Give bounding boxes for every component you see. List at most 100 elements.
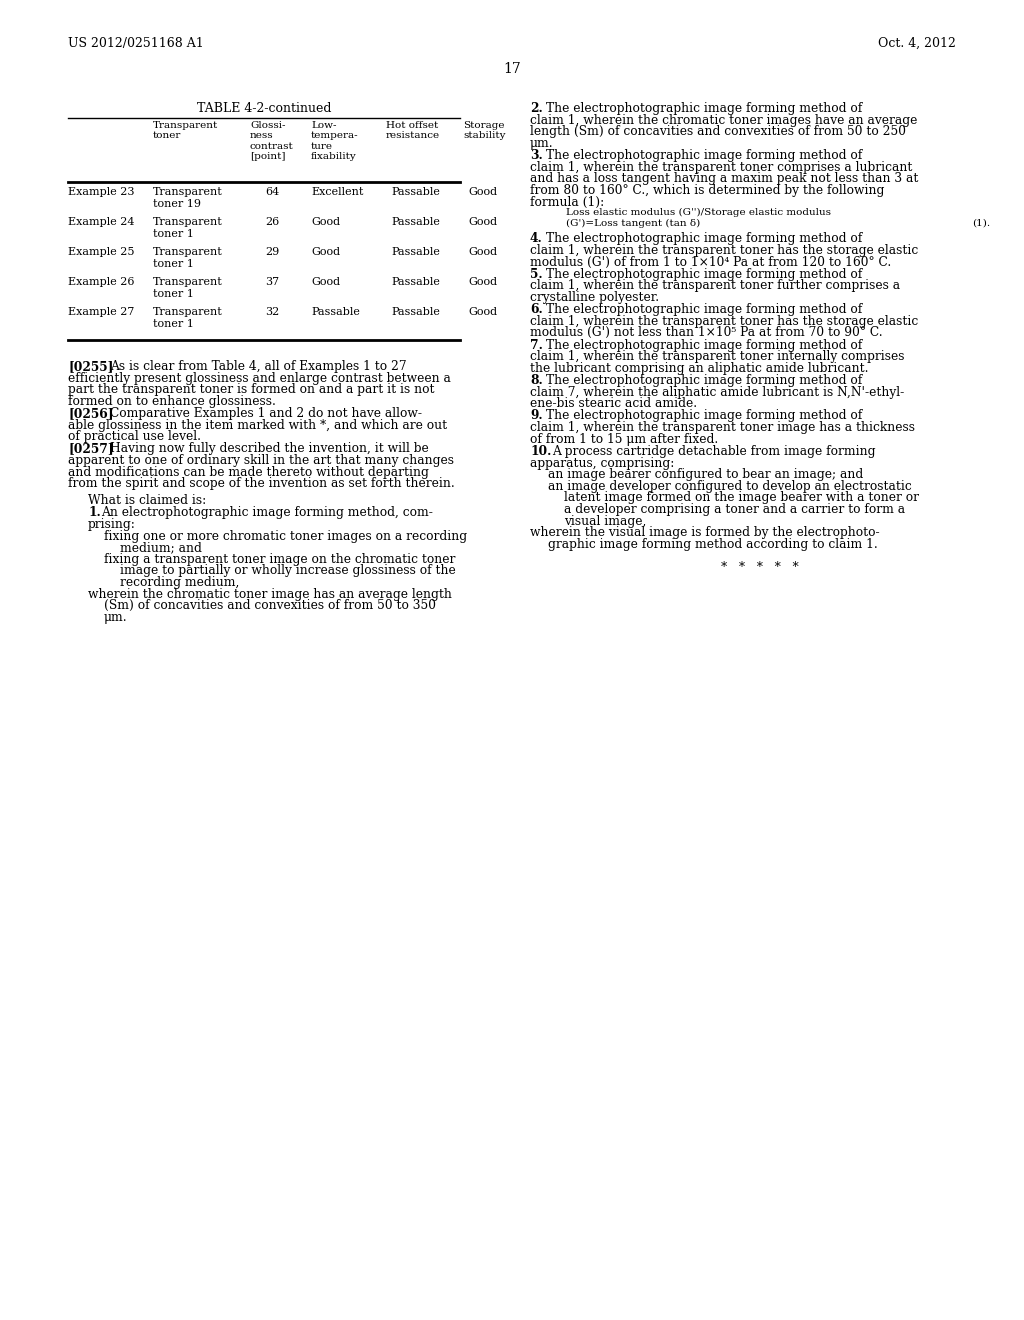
Text: of practical use level.: of practical use level. bbox=[68, 430, 201, 444]
Text: Transparent
toner 1: Transparent toner 1 bbox=[153, 247, 223, 268]
Text: claim 1, wherein the chromatic toner images have an average: claim 1, wherein the chromatic toner ima… bbox=[530, 114, 918, 127]
Text: Example 23: Example 23 bbox=[68, 187, 134, 197]
Text: The electrophotographic image forming method of: The electrophotographic image forming me… bbox=[546, 149, 862, 162]
Text: (G')=Loss tangent (tan δ): (G')=Loss tangent (tan δ) bbox=[566, 218, 700, 227]
Text: wherein the visual image is formed by the electrophoto-: wherein the visual image is formed by th… bbox=[530, 527, 880, 540]
Text: claim 1, wherein the transparent toner comprises a lubricant: claim 1, wherein the transparent toner c… bbox=[530, 161, 912, 174]
Text: an image developer configured to develop an electrostatic: an image developer configured to develop… bbox=[548, 479, 911, 492]
Text: medium; and: medium; and bbox=[120, 541, 202, 554]
Text: Good: Good bbox=[468, 187, 497, 197]
Text: 29: 29 bbox=[265, 247, 280, 257]
Text: Example 26: Example 26 bbox=[68, 277, 134, 286]
Text: modulus (G') of from 1 to 1×10⁴ Pa at from 120 to 160° C.: modulus (G') of from 1 to 1×10⁴ Pa at fr… bbox=[530, 256, 891, 268]
Text: Passable: Passable bbox=[391, 247, 440, 257]
Text: apparatus, comprising:: apparatus, comprising: bbox=[530, 457, 675, 470]
Text: fixing a transparent toner image on the chromatic toner: fixing a transparent toner image on the … bbox=[104, 553, 456, 566]
Text: Passable: Passable bbox=[391, 308, 440, 317]
Text: and has a loss tangent having a maxim peak not less than 3 at: and has a loss tangent having a maxim pe… bbox=[530, 173, 919, 185]
Text: Glossi-
ness
contrast
[point]: Glossi- ness contrast [point] bbox=[250, 121, 294, 161]
Text: latent image formed on the image bearer with a toner or: latent image formed on the image bearer … bbox=[564, 491, 919, 504]
Text: of from 1 to 15 μm after fixed.: of from 1 to 15 μm after fixed. bbox=[530, 433, 718, 446]
Text: 10.: 10. bbox=[530, 445, 551, 458]
Text: 1.: 1. bbox=[88, 507, 100, 519]
Text: Transparent
toner 1: Transparent toner 1 bbox=[153, 308, 223, 329]
Text: An electrophotographic image forming method, com-: An electrophotographic image forming met… bbox=[101, 507, 433, 519]
Text: fixing one or more chromatic toner images on a recording: fixing one or more chromatic toner image… bbox=[104, 529, 467, 543]
Text: Passable: Passable bbox=[311, 308, 359, 317]
Text: Low-
tempera-
ture
fixability: Low- tempera- ture fixability bbox=[311, 121, 358, 161]
Text: The electrophotographic image forming method of: The electrophotographic image forming me… bbox=[546, 409, 862, 422]
Text: 7.: 7. bbox=[530, 339, 543, 351]
Text: Passable: Passable bbox=[391, 216, 440, 227]
Text: claim 1, wherein the transparent toner further comprises a: claim 1, wherein the transparent toner f… bbox=[530, 280, 900, 293]
Text: ene-bis stearic acid amide.: ene-bis stearic acid amide. bbox=[530, 397, 697, 411]
Text: 6.: 6. bbox=[530, 304, 543, 317]
Text: What is claimed is:: What is claimed is: bbox=[88, 494, 206, 507]
Text: 17: 17 bbox=[503, 62, 521, 77]
Text: Comparative Examples 1 and 2 do not have allow-: Comparative Examples 1 and 2 do not have… bbox=[110, 407, 422, 420]
Text: Storage
stability: Storage stability bbox=[463, 121, 506, 140]
Text: part the transparent toner is formed on and a part it is not: part the transparent toner is formed on … bbox=[68, 383, 434, 396]
Text: a developer comprising a toner and a carrier to form a: a developer comprising a toner and a car… bbox=[564, 503, 905, 516]
Text: 64: 64 bbox=[265, 187, 280, 197]
Text: Loss elastic modulus (G'')/Storage elastic modulus: Loss elastic modulus (G'')/Storage elast… bbox=[566, 209, 831, 218]
Text: 26: 26 bbox=[265, 216, 280, 227]
Text: recording medium,: recording medium, bbox=[120, 576, 240, 589]
Text: Good: Good bbox=[468, 308, 497, 317]
Text: apparent to one of ordinary skill in the art that many changes: apparent to one of ordinary skill in the… bbox=[68, 454, 454, 467]
Text: modulus (G') not less than 1×10⁵ Pa at from 70 to 90° C.: modulus (G') not less than 1×10⁵ Pa at f… bbox=[530, 326, 883, 339]
Text: Good: Good bbox=[468, 247, 497, 257]
Text: crystalline polyester.: crystalline polyester. bbox=[530, 290, 659, 304]
Text: 3.: 3. bbox=[530, 149, 543, 162]
Text: Good: Good bbox=[468, 216, 497, 227]
Text: [0255]: [0255] bbox=[68, 360, 114, 374]
Text: μm.: μm. bbox=[104, 611, 128, 624]
Text: (Sm) of concavities and convexities of from 50 to 350: (Sm) of concavities and convexities of f… bbox=[104, 599, 436, 612]
Text: The electrophotographic image forming method of: The electrophotographic image forming me… bbox=[546, 374, 862, 387]
Text: Good: Good bbox=[468, 277, 497, 286]
Text: Example 25: Example 25 bbox=[68, 247, 134, 257]
Text: The electrophotographic image forming method of: The electrophotographic image forming me… bbox=[546, 268, 862, 281]
Text: Good: Good bbox=[311, 247, 340, 257]
Text: 8.: 8. bbox=[530, 374, 543, 387]
Text: Transparent
toner: Transparent toner bbox=[153, 121, 218, 140]
Text: The electrophotographic image forming method of: The electrophotographic image forming me… bbox=[546, 304, 862, 317]
Text: the lubricant comprising an aliphatic amide lubricant.: the lubricant comprising an aliphatic am… bbox=[530, 362, 868, 375]
Text: 5.: 5. bbox=[530, 268, 543, 281]
Text: TABLE 4-2-continued: TABLE 4-2-continued bbox=[197, 102, 331, 115]
Text: A process cartridge detachable from image forming: A process cartridge detachable from imag… bbox=[552, 445, 876, 458]
Text: Excellent: Excellent bbox=[311, 187, 364, 197]
Text: 32: 32 bbox=[265, 308, 280, 317]
Text: Hot offset
resistance: Hot offset resistance bbox=[386, 121, 440, 140]
Text: The electrophotographic image forming method of: The electrophotographic image forming me… bbox=[546, 339, 862, 351]
Text: Having now fully described the invention, it will be: Having now fully described the invention… bbox=[110, 442, 429, 455]
Text: Example 27: Example 27 bbox=[68, 308, 134, 317]
Text: US 2012/0251168 A1: US 2012/0251168 A1 bbox=[68, 37, 204, 50]
Text: graphic image forming method according to claim 1.: graphic image forming method according t… bbox=[548, 537, 878, 550]
Text: Oct. 4, 2012: Oct. 4, 2012 bbox=[879, 37, 956, 50]
Text: The electrophotographic image forming method of: The electrophotographic image forming me… bbox=[546, 102, 862, 115]
Text: 9.: 9. bbox=[530, 409, 543, 422]
Text: 2.: 2. bbox=[530, 102, 543, 115]
Text: claim 7, wherein the aliphatic amide lubricant is N,N'-ethyl-: claim 7, wherein the aliphatic amide lub… bbox=[530, 385, 904, 399]
Text: length (Sm) of concavities and convexities of from 50 to 250: length (Sm) of concavities and convexiti… bbox=[530, 125, 906, 139]
Text: Good: Good bbox=[311, 216, 340, 227]
Text: from 80 to 160° C., which is determined by the following: from 80 to 160° C., which is determined … bbox=[530, 183, 885, 197]
Text: Passable: Passable bbox=[391, 187, 440, 197]
Text: 4.: 4. bbox=[530, 232, 543, 246]
Text: formed on to enhance glossiness.: formed on to enhance glossiness. bbox=[68, 395, 275, 408]
Text: claim 1, wherein the transparent toner has the storage elastic: claim 1, wherein the transparent toner h… bbox=[530, 244, 919, 257]
Text: visual image,: visual image, bbox=[564, 515, 646, 528]
Text: able glossiness in the item marked with *, and which are out: able glossiness in the item marked with … bbox=[68, 418, 447, 432]
Text: claim 1, wherein the transparent toner internally comprises: claim 1, wherein the transparent toner i… bbox=[530, 350, 904, 363]
Text: Transparent
toner 19: Transparent toner 19 bbox=[153, 187, 223, 209]
Text: image to partially or wholly increase glossiness of the: image to partially or wholly increase gl… bbox=[120, 565, 456, 577]
Text: wherein the chromatic toner image has an average length: wherein the chromatic toner image has an… bbox=[88, 587, 452, 601]
Text: formula (1):: formula (1): bbox=[530, 195, 604, 209]
Text: [0257]: [0257] bbox=[68, 442, 114, 455]
Text: μm.: μm. bbox=[530, 137, 554, 150]
Text: efficiently present glossiness and enlarge contrast between a: efficiently present glossiness and enlar… bbox=[68, 372, 451, 384]
Text: Passable: Passable bbox=[391, 277, 440, 286]
Text: Good: Good bbox=[311, 277, 340, 286]
Text: an image bearer configured to bear an image; and: an image bearer configured to bear an im… bbox=[548, 469, 863, 482]
